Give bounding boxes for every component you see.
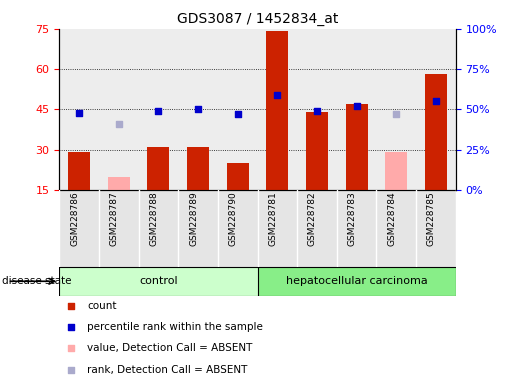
Text: GSM228786: GSM228786 xyxy=(70,192,79,247)
Text: percentile rank within the sample: percentile rank within the sample xyxy=(87,322,263,333)
Bar xyxy=(337,190,376,267)
Bar xyxy=(346,104,368,190)
Bar xyxy=(376,190,416,267)
Bar xyxy=(416,190,456,267)
Text: GSM228788: GSM228788 xyxy=(149,192,159,247)
Bar xyxy=(218,29,258,190)
Point xyxy=(75,109,83,116)
Bar xyxy=(147,147,169,190)
Text: GSM228781: GSM228781 xyxy=(268,192,277,247)
Bar xyxy=(227,163,249,190)
Point xyxy=(67,346,75,352)
Point xyxy=(234,111,242,118)
Title: GDS3087 / 1452834_at: GDS3087 / 1452834_at xyxy=(177,12,338,26)
Text: GSM228784: GSM228784 xyxy=(387,192,397,246)
Point xyxy=(67,324,75,330)
Bar xyxy=(139,190,178,267)
Bar xyxy=(306,112,328,190)
Bar xyxy=(416,29,456,190)
Bar xyxy=(178,190,218,267)
Point xyxy=(67,366,75,372)
Bar xyxy=(99,29,139,190)
Text: GSM228785: GSM228785 xyxy=(427,192,436,247)
Bar xyxy=(297,190,337,267)
Bar xyxy=(178,29,218,190)
Bar xyxy=(99,190,139,267)
Bar xyxy=(425,74,447,190)
Bar xyxy=(59,267,258,296)
Text: GSM228790: GSM228790 xyxy=(229,192,238,247)
Point xyxy=(392,111,401,118)
Text: hepatocellular carcinoma: hepatocellular carcinoma xyxy=(286,276,427,286)
Text: rank, Detection Call = ABSENT: rank, Detection Call = ABSENT xyxy=(87,364,247,375)
Bar xyxy=(68,152,90,190)
Point xyxy=(194,106,202,113)
Bar xyxy=(385,152,407,190)
Bar xyxy=(376,29,416,190)
Point xyxy=(273,92,281,98)
Bar xyxy=(258,29,297,190)
Text: control: control xyxy=(139,276,178,286)
Point xyxy=(313,108,321,114)
Text: disease state: disease state xyxy=(2,276,71,286)
Bar xyxy=(139,29,178,190)
Bar xyxy=(108,177,130,190)
Text: GSM228783: GSM228783 xyxy=(348,192,356,247)
Bar xyxy=(258,190,297,267)
Point xyxy=(114,121,123,127)
Point xyxy=(432,98,440,104)
Text: GSM228789: GSM228789 xyxy=(189,192,198,247)
Point xyxy=(352,103,360,109)
Bar xyxy=(59,29,99,190)
Text: count: count xyxy=(87,301,116,311)
Bar xyxy=(258,267,456,296)
Text: GSM228787: GSM228787 xyxy=(110,192,118,247)
Point xyxy=(67,303,75,310)
Bar xyxy=(297,29,337,190)
Point xyxy=(154,108,163,114)
Bar xyxy=(266,31,288,190)
Text: value, Detection Call = ABSENT: value, Detection Call = ABSENT xyxy=(87,343,252,354)
Bar xyxy=(337,29,376,190)
Bar xyxy=(59,190,99,267)
Bar xyxy=(218,190,258,267)
Text: GSM228782: GSM228782 xyxy=(308,192,317,246)
Bar xyxy=(187,147,209,190)
